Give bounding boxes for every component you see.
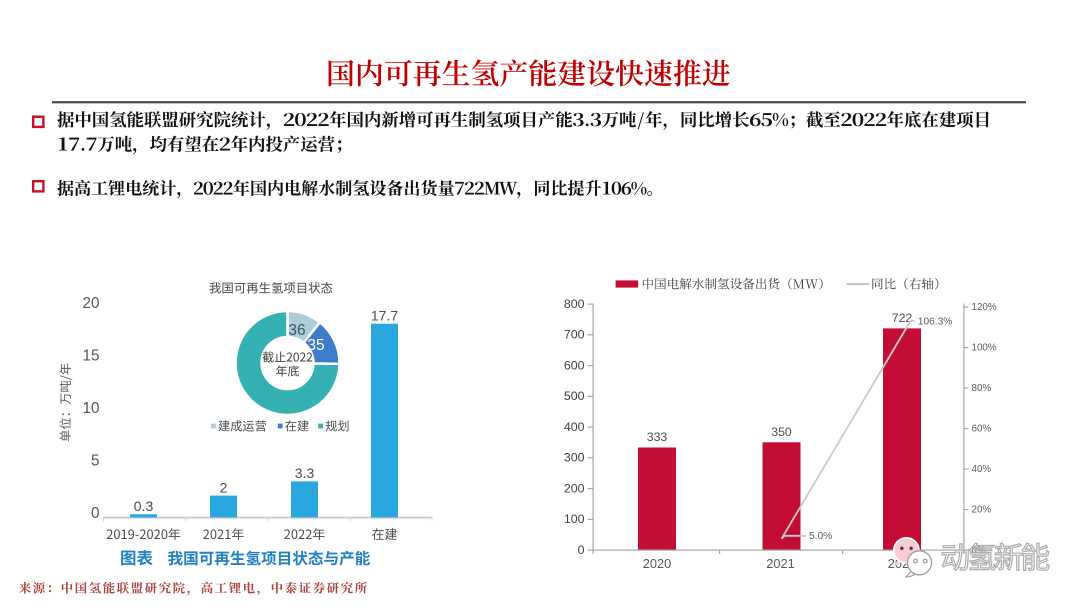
svg-text:0.3: 0.3: [134, 498, 154, 514]
svg-text:15: 15: [82, 348, 99, 365]
svg-text:300: 300: [564, 451, 585, 465]
svg-text:722: 722: [892, 311, 913, 325]
svg-text:20: 20: [82, 295, 99, 312]
svg-text:120%: 120%: [972, 302, 997, 313]
svg-text:2021: 2021: [766, 556, 794, 571]
svg-text:600: 600: [564, 358, 585, 372]
svg-text:2020: 2020: [643, 556, 671, 571]
svg-text:3.3: 3.3: [295, 465, 315, 481]
svg-text:800: 800: [564, 297, 585, 311]
svg-text:0: 0: [578, 543, 585, 557]
svg-text:350: 350: [771, 425, 792, 439]
svg-text:60%: 60%: [972, 424, 992, 435]
svg-text:106.3%: 106.3%: [918, 316, 953, 327]
svg-text:35: 35: [307, 337, 324, 354]
svg-text:2: 2: [220, 479, 228, 495]
svg-text:5: 5: [91, 453, 100, 470]
svg-text:500: 500: [564, 389, 585, 403]
svg-text:100%: 100%: [972, 343, 997, 354]
svg-text:20%: 20%: [972, 505, 992, 516]
svg-text:400: 400: [564, 420, 585, 434]
svg-text:0: 0: [91, 505, 100, 522]
svg-text:333: 333: [647, 430, 668, 444]
svg-text:10: 10: [82, 400, 99, 417]
svg-text:100: 100: [564, 512, 585, 526]
svg-text:200: 200: [564, 481, 585, 495]
svg-text:700: 700: [564, 328, 585, 342]
svg-text:5.0%: 5.0%: [809, 531, 832, 542]
svg-text:40%: 40%: [972, 464, 992, 475]
svg-text:36: 36: [288, 322, 305, 339]
svg-text:17.7: 17.7: [371, 308, 398, 324]
svg-text:80%: 80%: [972, 383, 992, 394]
